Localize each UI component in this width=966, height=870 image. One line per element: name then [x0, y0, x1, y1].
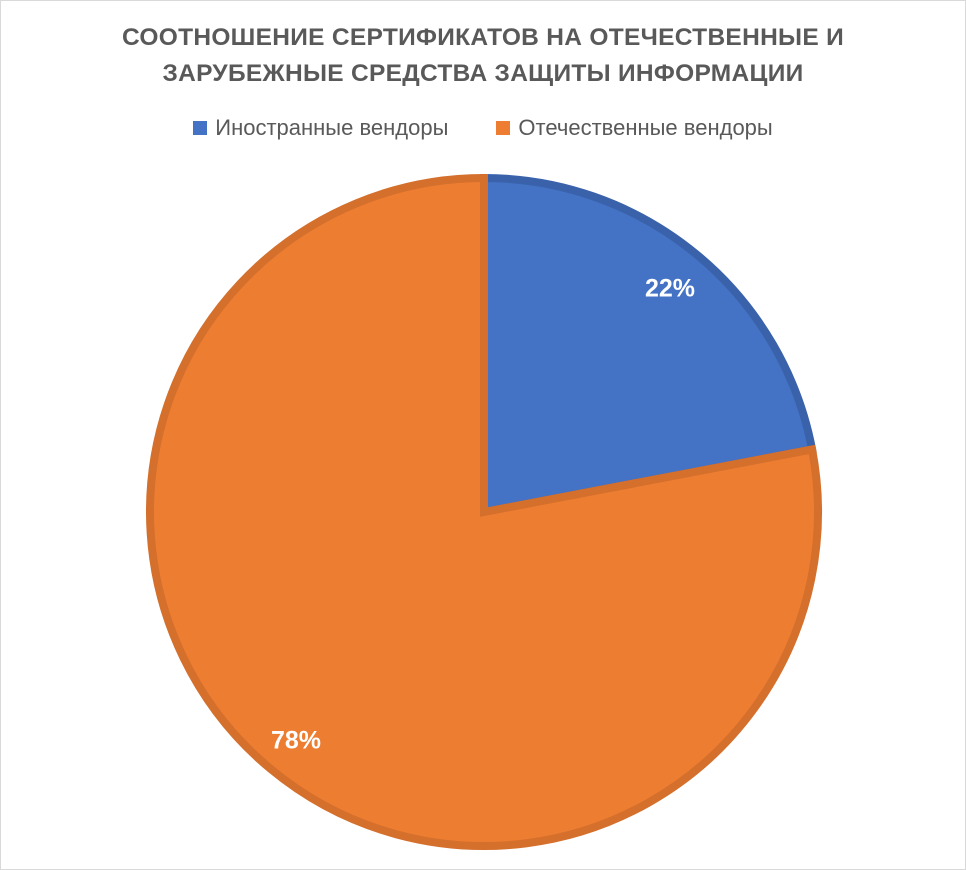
chart-title-line-1: СООТНОШЕНИЕ СЕРТИФИКАТОВ НА ОТЕЧЕСТВЕННЫ…: [121, 24, 845, 51]
legend-label-foreign: Иностранные вендоры: [215, 115, 449, 140]
chart-title: СООТНОШЕНИЕ СЕРТИФИКАТОВ НА ОТЕЧЕСТВЕННЫ…: [0, 20, 966, 92]
pie-slice-label-domestic: 78%: [271, 727, 321, 755]
legend-swatch-foreign: [193, 121, 208, 135]
chart-legend: Иностранные вендоры Отечественные вендор…: [0, 113, 966, 143]
legend-item-domestic[interactable]: Отечественные вендоры: [496, 113, 773, 143]
pie-slice-domestic[interactable]: [146, 173, 822, 850]
chart-title-line-2: ЗАРУБЕЖНЫЕ СРЕДСТВА ЗАЩИТЫ ИНФОРМАЦИИ: [162, 60, 804, 87]
legend-swatch-domestic: [496, 121, 511, 135]
pie-slice-label-foreign: 22%: [645, 275, 695, 303]
legend-item-foreign[interactable]: Иностранные вендоры: [193, 113, 448, 143]
pie-slice-foreign[interactable]: [480, 173, 817, 517]
legend-label-domestic: Отечественные вендоры: [518, 115, 773, 140]
